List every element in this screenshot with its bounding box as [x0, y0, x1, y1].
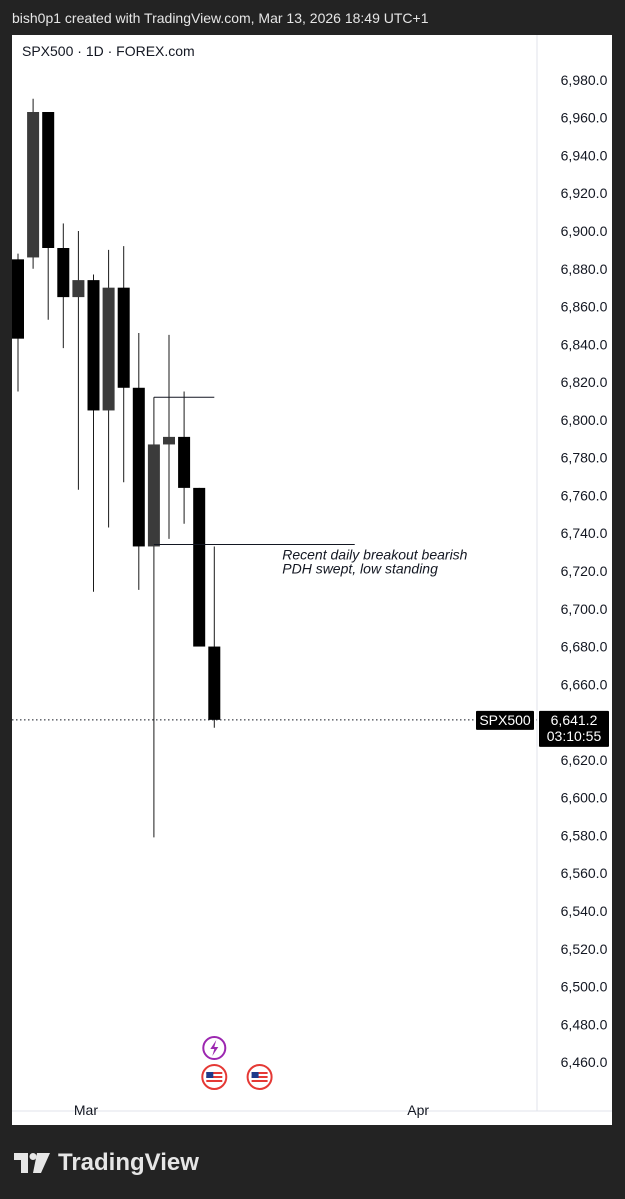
price-tick-label: 6,820.0	[561, 374, 608, 390]
candle-body	[102, 287, 115, 411]
candle-body	[27, 112, 40, 258]
us-flag-icon-canton	[251, 1072, 259, 1078]
us-flag-icon-stripe	[206, 1076, 223, 1078]
price-tick-label: 6,880.0	[561, 261, 608, 277]
candle	[117, 246, 130, 483]
price-tick-label: 6,980.0	[561, 72, 608, 88]
lightning-icon	[202, 1036, 227, 1060]
price-tick-label: 6,720.0	[561, 563, 608, 579]
price-tick-label: 6,520.0	[561, 941, 608, 957]
candle	[132, 333, 145, 590]
candle-body	[87, 280, 100, 411]
candle	[178, 391, 191, 524]
footer-brand: TradingView	[58, 1149, 199, 1176]
candle	[193, 487, 206, 647]
candle	[27, 98, 40, 269]
header-caption: bish0p1 created with TradingView.com, Ma…	[12, 10, 429, 26]
price-tick-label: 6,800.0	[561, 412, 608, 428]
us-flag-icon-stripe	[251, 1072, 268, 1074]
candle	[163, 334, 175, 539]
annotation-text: Recent daily breakout bearish	[282, 547, 467, 563]
price-tick-label: 6,840.0	[561, 336, 608, 352]
price-tick-label: 6,760.0	[561, 487, 608, 503]
price-tick-label: 6,740.0	[561, 525, 608, 541]
price-tick-label: 6,580.0	[561, 827, 608, 843]
price-tick-label: 6,700.0	[561, 601, 608, 617]
candle-body	[12, 259, 24, 339]
chart-panel[interactable]: Recent daily breakout bearish PDH swept, …	[12, 35, 612, 1125]
price-tick-label: 6,940.0	[561, 147, 608, 163]
price-tick-label: 6,680.0	[561, 639, 608, 655]
candle-body	[72, 280, 85, 298]
candle	[57, 223, 70, 349]
symbol-badge-label: SPX500	[479, 712, 531, 728]
price-tick-label: 6,960.0	[561, 110, 608, 126]
lightning-icon-bolt	[210, 1040, 219, 1056]
price-tick-label: 6,900.0	[561, 223, 608, 239]
price-tick-label: 6,600.0	[561, 790, 608, 806]
annotation-text: PDH swept, low standing	[282, 561, 438, 577]
footer-logo: TradingView	[14, 1149, 199, 1177]
symbol-badge	[476, 710, 534, 730]
candle	[102, 249, 115, 528]
us-flag-icon-stripe	[251, 1076, 268, 1078]
price-tick-label: 6,540.0	[561, 903, 608, 919]
candle-body	[178, 436, 191, 488]
candle	[12, 253, 24, 392]
price-tick-label: 6,920.0	[561, 185, 608, 201]
us-flag-icon-stripe	[251, 1080, 268, 1082]
candle-body	[193, 487, 206, 647]
time-tick-label: Mar	[74, 1102, 98, 1118]
price-tick-label: 6,500.0	[561, 979, 608, 995]
candle-body	[117, 287, 130, 388]
candle-body	[57, 248, 70, 298]
price-tick-label: 6,660.0	[561, 676, 608, 692]
us-flag-icon-stripe	[206, 1080, 223, 1082]
us-flag-icon	[246, 1064, 273, 1090]
us-flag-icon-stripe	[206, 1072, 223, 1074]
candle	[72, 231, 85, 490]
candle	[147, 397, 160, 838]
price-tick-label: 6,460.0	[561, 1054, 608, 1070]
chart-title: SPX500 · 1D · FOREX.com	[22, 43, 195, 59]
price-tick-label: 6,480.0	[561, 1016, 608, 1032]
candle-body	[42, 112, 55, 248]
price-tick-label: 6,620.0	[561, 752, 608, 768]
tradingview-logo-icon	[14, 1153, 50, 1173]
candle-body	[147, 444, 160, 547]
candle	[208, 546, 221, 728]
last-price-badge	[539, 710, 609, 747]
bar-countdown: 03:10:55	[547, 728, 602, 744]
candle-body	[208, 646, 221, 720]
candle-body	[132, 387, 145, 547]
price-tick-label: 6,860.0	[561, 299, 608, 315]
candle	[87, 274, 100, 592]
candle-body	[163, 436, 175, 445]
us-flag-icon-canton	[206, 1072, 214, 1078]
price-tick-label: 6,560.0	[561, 865, 608, 881]
us-flag-icon	[201, 1064, 228, 1090]
last-price-value: 6,641.2	[551, 712, 598, 728]
price-tick-label: 6,780.0	[561, 450, 608, 466]
candle	[42, 112, 55, 320]
time-tick-label: Apr	[407, 1102, 429, 1118]
